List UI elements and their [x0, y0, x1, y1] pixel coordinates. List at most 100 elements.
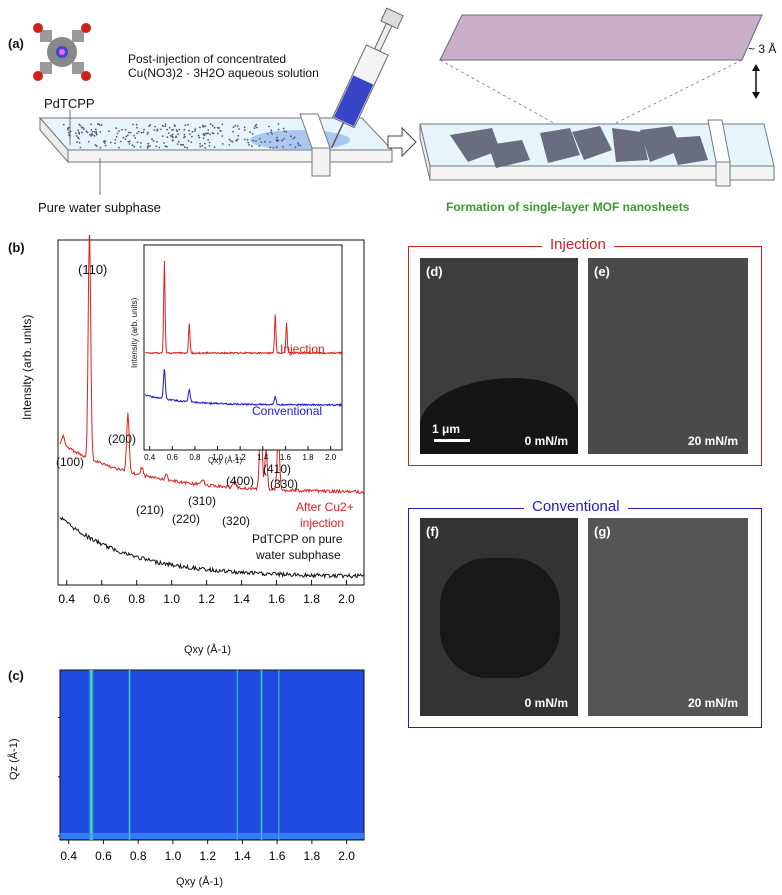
molecule-dot	[203, 125, 206, 128]
molecule-dot	[168, 126, 171, 129]
molecule-dot	[114, 138, 117, 141]
panel-c-label: (c)	[8, 668, 24, 683]
molecule-dot	[149, 145, 152, 148]
peak-410: (410)	[263, 462, 292, 476]
tem-g-label: (g)	[594, 524, 611, 539]
molecule-dot	[194, 128, 197, 131]
molecule-dot	[114, 142, 116, 145]
molecule-dot	[247, 141, 250, 144]
molecule-dot	[235, 139, 238, 142]
molecule-dot	[208, 145, 211, 147]
molecule-dot	[160, 128, 162, 131]
molecule-dot	[188, 129, 191, 132]
molecule-dot	[176, 143, 179, 146]
molecule-dot	[153, 129, 156, 131]
molecule-dot	[133, 145, 136, 148]
molecule-dot	[264, 140, 266, 143]
inset-frame	[143, 244, 343, 451]
molecule-dot	[178, 128, 181, 131]
molecule-dot	[95, 130, 98, 133]
molecule-dot	[207, 139, 210, 141]
molecule-dot	[118, 130, 120, 133]
molecule-dot	[177, 140, 180, 143]
molecule-dot	[129, 131, 132, 134]
molecule-dot	[254, 125, 257, 128]
molecule-dot	[177, 133, 180, 135]
heatmap-background	[59, 669, 365, 841]
molecule-dot	[232, 126, 235, 129]
molecule-dot	[147, 131, 149, 134]
molecule-dot	[255, 140, 257, 142]
molecule-dot	[204, 146, 207, 149]
tem-e-pressure: 20 mN/m	[687, 434, 738, 448]
x-tick-label: 1.2	[235, 453, 247, 462]
molecule-dot	[127, 140, 130, 143]
molecule-dot	[283, 138, 285, 140]
red-series-label-1: After Cu2+	[296, 500, 354, 514]
molecule-dot	[277, 139, 280, 142]
molecule-dot	[91, 131, 94, 133]
molecule-dot	[136, 126, 138, 129]
molecule-dot	[246, 138, 249, 141]
molecule-dot	[115, 127, 118, 130]
molecule-dot	[75, 135, 78, 137]
molecule-dot	[94, 128, 97, 131]
molecule-dot	[95, 132, 98, 135]
molecule-dot	[293, 136, 296, 139]
x-tick-label: 1.8	[303, 592, 320, 606]
molecule-dot	[62, 123, 65, 126]
molecule-dot	[156, 129, 159, 132]
molecule-dot	[83, 128, 85, 131]
molecule-dot	[155, 145, 158, 148]
molecule-dot	[258, 137, 261, 140]
molecule-dot	[67, 131, 70, 134]
molecule-dot	[255, 123, 258, 126]
molecule-dot	[147, 142, 150, 145]
tem-d-label: (d)	[426, 264, 443, 279]
molecule-dot	[90, 123, 92, 126]
tem-f-pressure: 0 mN/m	[524, 696, 568, 710]
molecule-dot	[213, 126, 216, 129]
molecule-dot	[209, 133, 212, 136]
molecule-dot	[136, 132, 139, 135]
inset-conventional-line	[144, 369, 343, 408]
molecule-dot	[104, 144, 107, 147]
x-tick-label: 0.4	[144, 453, 156, 462]
molecule-dot	[103, 142, 106, 144]
molecule-dot	[204, 132, 207, 135]
panel-c-ylabel: Qz (Å-1)	[8, 738, 20, 780]
molecule-dot	[95, 145, 98, 148]
molecule-dot	[199, 143, 202, 145]
molecule-dot	[121, 128, 123, 131]
peak-110: (110)	[78, 262, 108, 277]
bragg-rod	[277, 670, 280, 840]
x-tick-label: 1.8	[302, 453, 314, 462]
inset-ylabel: Intensity (arb. units)	[130, 297, 139, 368]
pdtcpp-label: PdTCPP	[44, 96, 95, 111]
molecule-dot	[230, 140, 232, 142]
bragg-rod	[236, 670, 239, 840]
x-tick-label: 1.2	[199, 849, 216, 863]
molecule-dot	[135, 123, 138, 126]
tem-image-e: (e) 20 mN/m	[588, 258, 748, 454]
molecule-dot	[237, 134, 240, 137]
molecule-dot	[77, 131, 80, 134]
molecule-dot	[268, 125, 270, 128]
molecule-dot	[236, 125, 239, 127]
molecule-dot	[248, 144, 251, 146]
molecule-dot	[231, 140, 234, 143]
black-series-label-1: PdTCPP on pure	[252, 532, 343, 546]
molecule-dot	[258, 145, 261, 147]
molecule-dot	[146, 147, 149, 149]
tem-e-label: (e)	[594, 264, 610, 279]
molecule-dot	[93, 135, 96, 137]
molecule-dot	[151, 138, 153, 141]
molecule-dot	[108, 130, 110, 133]
molecule-dot	[183, 146, 186, 149]
molecule-dot	[148, 125, 151, 128]
molecule-dot	[187, 123, 189, 126]
molecule-dot	[158, 146, 161, 149]
molecule-dot	[75, 132, 77, 135]
inset-conventional-label: Conventional	[252, 404, 323, 418]
peak-220: (220)	[172, 512, 201, 526]
